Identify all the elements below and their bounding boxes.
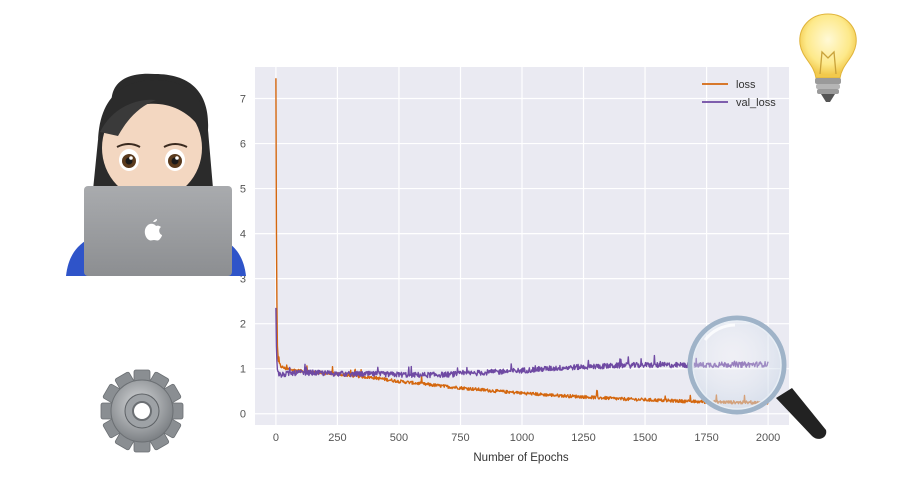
series-line-val-loss bbox=[275, 307, 769, 379]
x-tick-label: 250 bbox=[328, 432, 346, 444]
y-tick-label: 3 bbox=[240, 274, 246, 286]
x-tick-labels: 0 250 500 750 1000 1250 1500 1750 2000 bbox=[273, 432, 780, 444]
y-tick-label: 5 bbox=[240, 184, 246, 196]
magnifying-glass-icon bbox=[687, 315, 827, 439]
x-tick-label: 1250 bbox=[571, 432, 595, 444]
x-tick-label: 1000 bbox=[510, 432, 534, 444]
x-tick-label: 500 bbox=[390, 432, 408, 444]
legend: loss val_loss bbox=[702, 79, 776, 109]
y-tick-label: 6 bbox=[240, 139, 246, 151]
x-tick-label: 750 bbox=[451, 432, 469, 444]
x-tick-label: 1750 bbox=[694, 432, 718, 444]
x-axis-label: Number of Epochs bbox=[473, 452, 568, 464]
x-tick-label: 0 bbox=[273, 432, 279, 444]
x-tick-label: 2000 bbox=[756, 432, 780, 444]
y-tick-label: 4 bbox=[240, 229, 246, 241]
gear-icon bbox=[100, 369, 184, 453]
light-bulb-icon bbox=[799, 13, 857, 102]
legend-label: loss bbox=[736, 79, 756, 91]
y-tick-label: 7 bbox=[240, 94, 246, 106]
y-tick-label: 1 bbox=[240, 364, 246, 376]
y-tick-label: 0 bbox=[240, 409, 246, 421]
x-tick-label: 1500 bbox=[633, 432, 657, 444]
series-layer bbox=[275, 78, 769, 406]
person-at-laptop-icon bbox=[66, 73, 246, 276]
legend-label: val_loss bbox=[736, 97, 776, 109]
y-tick-label: 2 bbox=[240, 319, 246, 331]
y-tick-labels: 0 1 2 3 4 5 6 7 bbox=[240, 94, 246, 421]
